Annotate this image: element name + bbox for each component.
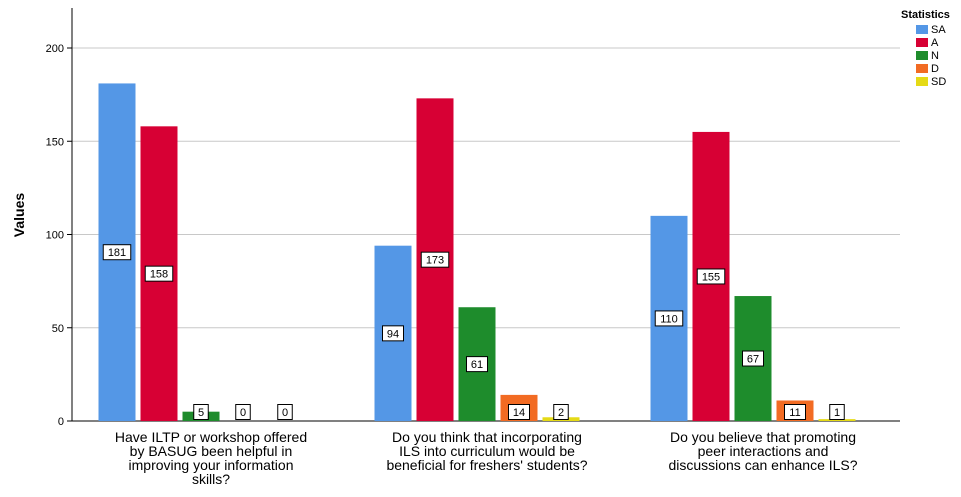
data-label-text: 5	[198, 407, 204, 419]
data-label-n-1: 5	[193, 404, 209, 420]
data-label-text: 110	[660, 313, 678, 325]
data-label-box	[508, 404, 530, 420]
data-label-text: 155	[702, 271, 720, 283]
data-label-text: 14	[513, 407, 525, 419]
data-label-text: 158	[150, 269, 168, 281]
data-label-n-2: 61	[466, 356, 488, 373]
data-label-text: 2	[558, 407, 564, 419]
y-tick-label: 150	[46, 136, 64, 148]
legend-item-d: D	[916, 63, 939, 75]
data-label-box	[420, 251, 450, 268]
data-label-box	[742, 350, 764, 367]
category-label-line: Do you believe that promoting	[670, 429, 856, 445]
legend-label: A	[931, 37, 939, 49]
data-label-sd-1: 0	[277, 404, 293, 420]
data-label-box	[696, 268, 726, 285]
data-label-text: 0	[282, 407, 288, 419]
data-label-d-1: 0	[235, 404, 251, 420]
data-label-box	[829, 404, 845, 420]
data-label-text: 1	[834, 407, 840, 419]
data-label-box	[193, 404, 209, 420]
data-label-box	[382, 325, 404, 342]
legend-swatch	[916, 64, 928, 73]
legend-swatch	[916, 38, 928, 47]
category-label-line: beneficial for freshers' students?	[386, 457, 587, 473]
data-label-text: 67	[747, 354, 759, 366]
data-label-text: 173	[426, 255, 444, 267]
data-label-sd-2: 2	[553, 404, 569, 420]
data-label-text: 0	[240, 407, 246, 419]
data-label-sa-3: 110	[654, 310, 684, 327]
legend-item-a: A	[916, 37, 939, 49]
data-label-text: 94	[387, 328, 399, 340]
data-label-box	[277, 404, 293, 420]
data-label-box	[144, 265, 174, 282]
category-label-line: peer interactions and	[698, 443, 829, 459]
category-label-line: discussions can enhance ILS?	[668, 457, 857, 473]
data-label-sd-3: 1	[829, 404, 845, 420]
data-label-text: 61	[471, 359, 483, 371]
category-label-line: improving your information	[129, 457, 294, 473]
legend-label: SD	[931, 76, 946, 88]
legend-item-n: N	[916, 50, 939, 62]
legend-label: SA	[931, 24, 946, 36]
data-label-n-3: 67	[742, 350, 764, 367]
legend-item-sa: SA	[916, 24, 946, 36]
data-label-a-3: 155	[696, 268, 726, 285]
legend-label: D	[931, 63, 939, 75]
data-label-box	[784, 404, 806, 420]
legend-item-sd: SD	[916, 76, 946, 88]
legend-swatch	[916, 77, 928, 86]
category-label-line: by BASUG been helpful in	[130, 443, 293, 459]
y-axis-label: Values	[11, 193, 27, 238]
category-label-line: Have ILTP or workshop offered	[115, 429, 307, 445]
category-label-line: skills?	[192, 471, 230, 487]
y-tick-label: 200	[46, 43, 64, 55]
y-tick-label: 50	[52, 323, 64, 335]
data-label-box	[466, 356, 488, 373]
legend-label: N	[931, 50, 939, 62]
y-tick-label: 100	[46, 230, 64, 242]
data-label-a-1: 158	[144, 265, 174, 282]
category-label-line: ILS into curriculum would be	[399, 443, 575, 459]
legend-swatch	[916, 51, 928, 60]
legend-swatch	[916, 25, 928, 34]
gridlines	[72, 47, 900, 329]
data-label-box	[102, 244, 132, 261]
legend-title: Statistics	[901, 9, 950, 21]
data-label-box	[235, 404, 251, 420]
y-tick-label: 0	[58, 416, 64, 428]
data-label-box	[654, 310, 684, 327]
category-label-line: Do you think that incorporating	[392, 429, 582, 445]
data-label-sa-2: 94	[382, 325, 404, 342]
data-label-d-3: 11	[784, 404, 806, 420]
data-label-d-2: 14	[508, 404, 530, 420]
data-label-text: 11	[789, 407, 800, 419]
data-label-a-2: 173	[420, 251, 450, 268]
bar-sd-3	[818, 419, 856, 421]
data-label-sa-1: 181	[102, 244, 132, 261]
data-label-text: 181	[108, 247, 126, 259]
data-label-box	[553, 404, 569, 420]
